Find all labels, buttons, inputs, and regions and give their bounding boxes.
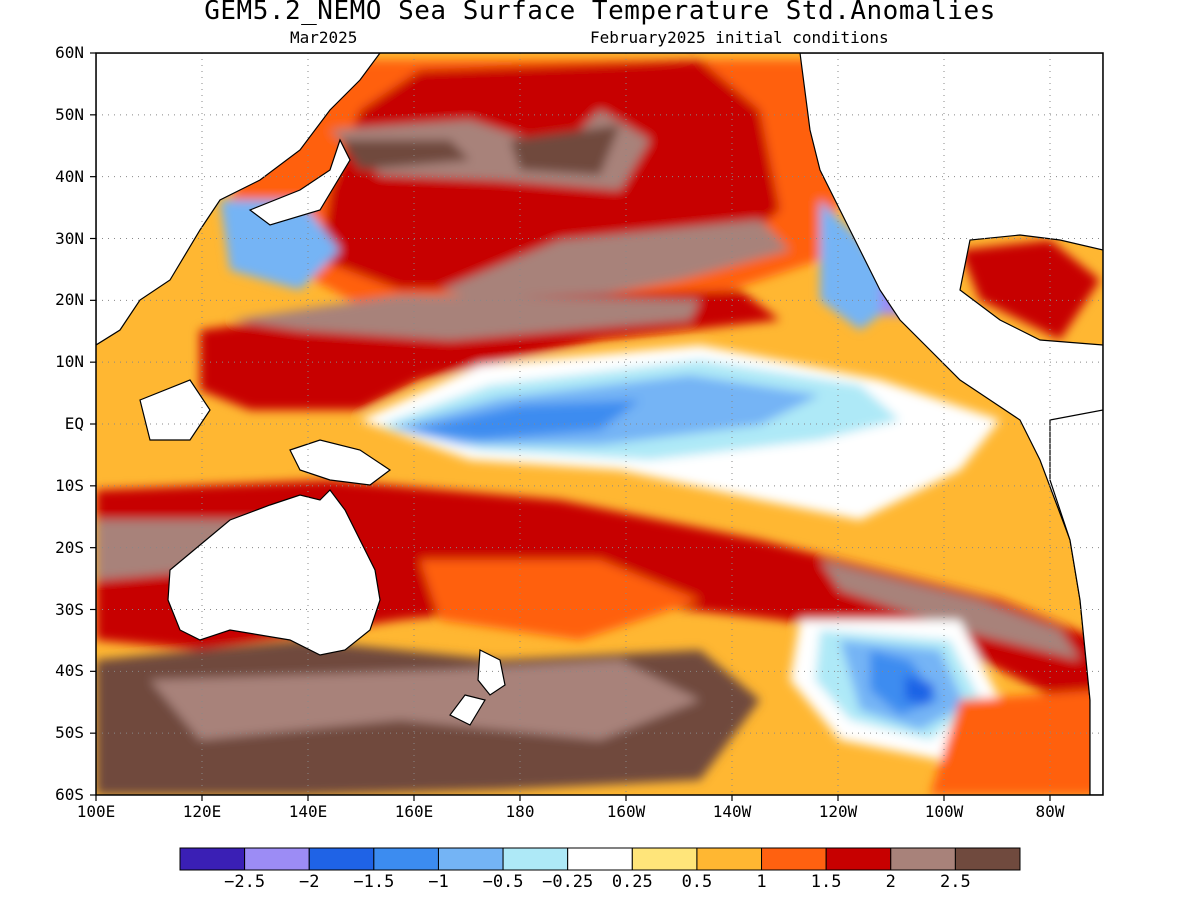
colorbar-label: 1.5 bbox=[810, 872, 842, 892]
colorbar-label: −1 bbox=[428, 872, 449, 892]
brown-band-25n bbox=[440, 220, 790, 310]
colorbar-swatch bbox=[696, 847, 763, 871]
borneo-landmass bbox=[139, 379, 211, 441]
colorbar-label: 2.5 bbox=[940, 872, 971, 892]
lon-tick-label: 140E bbox=[288, 802, 328, 821]
colorbar-label: −1.5 bbox=[353, 872, 395, 892]
brown-north-pacific-3 bbox=[510, 125, 620, 175]
brown-tropical-west bbox=[230, 295, 700, 340]
colorbar bbox=[179, 847, 1021, 871]
colorbar-swatch bbox=[179, 847, 246, 871]
colorbar-swatch bbox=[437, 847, 504, 871]
colorbar-swatch bbox=[631, 847, 698, 871]
colorbar-swatch bbox=[761, 847, 827, 871]
lat-tick-label: 60N bbox=[55, 43, 84, 62]
redbrown-southern-ocean bbox=[150, 660, 700, 740]
lat-tick-label: 30S bbox=[55, 599, 84, 619]
lat-tick-label: EQ bbox=[64, 414, 84, 433]
colorbar-label: 2 bbox=[885, 872, 896, 892]
axis-ticks bbox=[90, 52, 1051, 801]
south-america-landmass bbox=[1049, 409, 1103, 795]
asia-landmass bbox=[96, 53, 381, 346]
lon-tick-label: 160W bbox=[606, 802, 646, 821]
colorbar-label: 0.25 bbox=[611, 872, 653, 892]
lon-tick-label: 180 bbox=[505, 802, 535, 821]
new-zealand-north bbox=[477, 649, 506, 696]
lon-tick-label: 100W bbox=[924, 802, 964, 821]
colorbar-label: −2 bbox=[298, 872, 320, 892]
lon-tick-label: 80W bbox=[1035, 802, 1065, 821]
colorbar-label: −2.5 bbox=[224, 872, 266, 892]
colorbar-swatch bbox=[373, 847, 439, 871]
colorbar-label: 0.5 bbox=[681, 872, 713, 892]
brown-south-east bbox=[820, 560, 1080, 660]
colorbar-label: −0.25 bbox=[542, 872, 594, 892]
lat-tick-label: 20N bbox=[55, 290, 84, 310]
lat-tick-label: 40S bbox=[55, 661, 84, 681]
colorbar-swatch bbox=[308, 847, 375, 871]
lat-tick-label: 40N bbox=[55, 166, 84, 186]
lat-tick-label: 20S bbox=[55, 537, 84, 557]
new-guinea-landmass bbox=[289, 439, 392, 486]
lon-tick-label: 120E bbox=[182, 802, 222, 821]
new-zealand-south bbox=[449, 694, 486, 726]
colorbar-swatch bbox=[502, 847, 569, 871]
colorbar-swatch bbox=[954, 847, 1021, 871]
land bbox=[96, 53, 1103, 795]
colorbar-label: 1 bbox=[756, 872, 767, 892]
lat-tick-label: 50S bbox=[55, 723, 84, 743]
lon-tick-label: 140W bbox=[712, 802, 752, 821]
deepblue-cold-tongue bbox=[410, 400, 640, 440]
japan-landmass bbox=[248, 138, 351, 226]
orange-south-central bbox=[420, 560, 700, 640]
colorbar-swatch bbox=[567, 847, 633, 871]
colorbar-swatch bbox=[825, 847, 892, 871]
gulf-mexico-red bbox=[960, 240, 1100, 340]
lon-tick-label: 120W bbox=[818, 802, 858, 821]
west-pacific-light bbox=[220, 200, 340, 290]
lat-tick-label: 10N bbox=[55, 352, 84, 372]
colorbar-swatch bbox=[890, 847, 956, 871]
lat-tick-label: 60S bbox=[55, 785, 84, 804]
far-south-east-red bbox=[930, 690, 1100, 795]
lon-tick-label: 100E bbox=[76, 802, 116, 821]
southeast-core bbox=[905, 675, 935, 705]
lat-tick-label: 10S bbox=[55, 475, 84, 495]
forecast-month: Mar2025 bbox=[290, 28, 358, 47]
lat-tick-label: 50N bbox=[55, 104, 84, 124]
australia-landmass bbox=[167, 489, 381, 656]
colorbar-swatch bbox=[244, 847, 310, 871]
map-title: GEM5.2_NEMO Sea Surface Temperature Std.… bbox=[204, 0, 996, 26]
lon-tick-label: 160E bbox=[394, 802, 434, 821]
lat-lon-grid bbox=[96, 53, 1103, 795]
lat-tick-label: 30N bbox=[55, 228, 84, 248]
colorbar-label: −0.5 bbox=[482, 872, 524, 892]
initial-conditions: February2025 initial conditions bbox=[590, 28, 889, 47]
brown-north-pacific-2 bbox=[340, 140, 470, 170]
